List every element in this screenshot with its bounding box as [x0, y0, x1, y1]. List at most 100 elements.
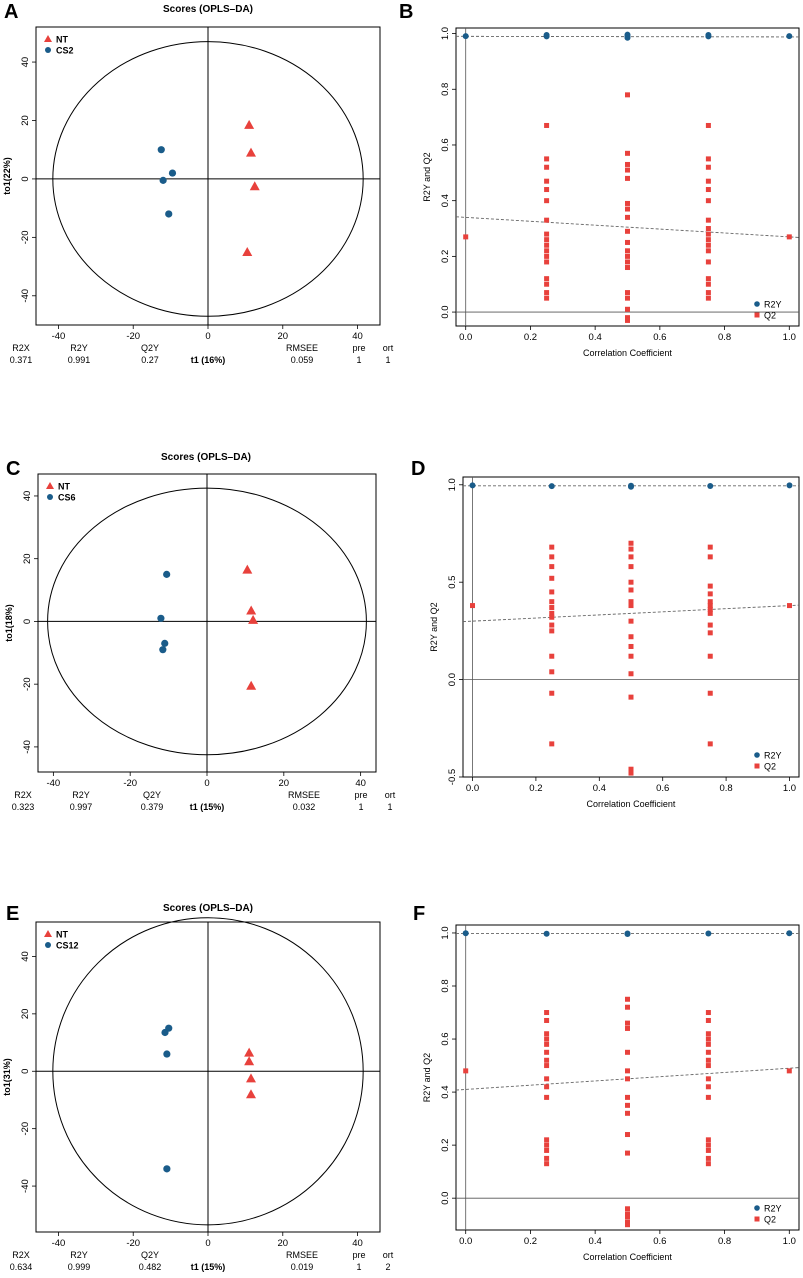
stat-value-rmsee: 0.019 [291, 1262, 314, 1272]
y-tick-label: -40 [20, 289, 31, 303]
point-q2 [544, 259, 550, 265]
point-cs2 [159, 176, 167, 184]
point-r2y [543, 31, 550, 38]
point-q2 [628, 766, 634, 772]
point-q2 [625, 150, 630, 156]
point-cs12 [163, 1165, 171, 1173]
stat-value-pre: 1 [358, 802, 363, 812]
point-q2 [705, 1017, 711, 1023]
stat-label-r2y: R2Y [70, 1250, 88, 1260]
confidence-ellipse [47, 487, 367, 756]
point-q2 [705, 1057, 711, 1063]
point-q2 [625, 295, 630, 301]
point-q2 [625, 1049, 630, 1055]
stat-value-q2y: 0.482 [139, 1262, 162, 1272]
x-tick-label: -40 [52, 1238, 66, 1249]
stat-value-rmsee: 0.059 [291, 355, 314, 365]
point-q2 [628, 603, 634, 609]
point-q2 [544, 1137, 550, 1143]
point-r2y [786, 482, 793, 489]
point-nt [244, 1047, 255, 1057]
point-q2 [628, 564, 634, 570]
point-q2 [544, 178, 550, 184]
point-q2 [549, 544, 555, 550]
x-tick-label: 0.2 [524, 1236, 537, 1247]
point-q2 [544, 1041, 550, 1047]
y-tick-label: 0.6 [440, 138, 451, 151]
y-tick-label: 0.4 [440, 194, 451, 207]
point-q2 [544, 1076, 550, 1082]
y-tick-label: 0 [20, 1069, 31, 1074]
point-q2 [628, 540, 634, 546]
x-tick-label: 1.0 [783, 1236, 796, 1247]
y-axis-label: to1(31%) [2, 1058, 12, 1096]
point-q2 [705, 1041, 711, 1047]
point-q2 [549, 628, 555, 634]
point-q2 [625, 1025, 630, 1031]
point-cs6 [161, 639, 169, 647]
point-nt [246, 680, 257, 690]
point-q2 [549, 690, 555, 696]
stat-value-q2y: 0.379 [141, 802, 164, 812]
stat-label-r2x: R2X [12, 1250, 30, 1260]
y-tick-label: 0.8 [440, 979, 451, 992]
panel-letter: D [411, 458, 425, 480]
x-tick-label: 0 [204, 778, 209, 789]
point-q2 [705, 1155, 711, 1161]
point-r2y [462, 33, 469, 40]
y-tick-label: 0 [22, 619, 33, 624]
legend-marker-r2y [754, 1205, 760, 1211]
stat-value-r2y: 0.991 [68, 355, 91, 365]
point-q2 [705, 276, 711, 282]
x-tick-label: 0.4 [589, 1236, 602, 1247]
panel-letter: E [6, 903, 19, 925]
point-q2 [544, 164, 550, 170]
x-tick-label: 0.6 [653, 332, 666, 343]
point-q2 [625, 206, 630, 212]
point-q2 [544, 281, 550, 287]
point-q2 [625, 1068, 630, 1074]
point-q2 [628, 599, 634, 605]
legend-label: Q2 [764, 762, 776, 772]
point-q2 [544, 1036, 550, 1042]
stat-label-rmsee: RMSEE [286, 343, 318, 353]
stat-value-ort: 2 [385, 1262, 390, 1272]
legend-marker-nt [44, 35, 52, 42]
point-q2 [707, 690, 713, 696]
point-q2 [625, 92, 630, 98]
point-q2 [625, 1004, 630, 1010]
point-nt [246, 1089, 256, 1099]
point-q2 [549, 599, 555, 605]
point-q2 [628, 618, 634, 624]
point-q2 [544, 1063, 550, 1069]
point-q2 [544, 156, 550, 162]
point-q2 [625, 175, 630, 181]
y-axis-label: R2Y and Q2 [422, 152, 432, 201]
point-q2 [625, 259, 630, 265]
point-q2 [625, 1211, 630, 1217]
point-q2 [544, 1017, 550, 1023]
x-tick-label: -40 [46, 778, 60, 789]
point-q2 [625, 1150, 630, 1156]
x-tick-label: 0.8 [718, 1236, 731, 1247]
point-q2 [544, 253, 550, 259]
point-q2 [544, 1049, 550, 1055]
point-cs6 [157, 614, 165, 622]
stat-value-q2y: 0.27 [141, 355, 159, 365]
stat-label-ort: ort [385, 790, 396, 800]
point-r2y [628, 483, 634, 490]
x-tick-label: 0.8 [719, 783, 732, 794]
x-tick-label: 0.0 [459, 332, 472, 343]
x-tick-label: 0.2 [529, 783, 542, 794]
point-q2 [786, 234, 792, 240]
stat-value-ort: 1 [387, 802, 392, 812]
point-q2 [705, 1161, 711, 1167]
point-q2 [628, 770, 634, 776]
point-q2 [705, 281, 711, 287]
x-tick-label: 1.0 [783, 332, 796, 343]
x-tick-label: -20 [126, 1238, 140, 1249]
point-q2 [544, 198, 550, 204]
legend-label: Q2 [764, 1215, 776, 1225]
point-q2 [625, 996, 630, 1002]
point-q2 [705, 1094, 711, 1100]
